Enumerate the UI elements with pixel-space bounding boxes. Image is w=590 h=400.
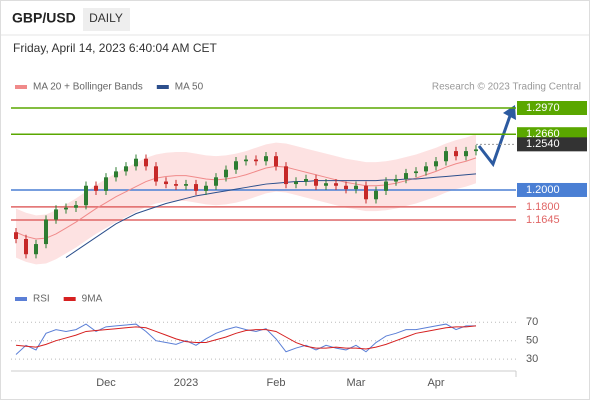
candle-body	[264, 156, 268, 162]
candle-body	[14, 232, 18, 239]
x-tick-label: Feb	[267, 377, 286, 389]
candle-body	[44, 219, 48, 245]
legend-label: 9MA	[82, 294, 103, 305]
source: Research © 2023 Trading Central	[432, 82, 581, 93]
x-tick-label: Dec	[96, 377, 116, 389]
candle-body	[114, 171, 118, 178]
candle-body	[214, 177, 218, 186]
candle-body	[134, 158, 138, 167]
candle-body	[74, 205, 78, 208]
y-tick-label: 50	[526, 335, 538, 347]
x-tick-label: Mar	[347, 377, 366, 389]
candle-body	[24, 238, 28, 255]
level-badge	[517, 182, 587, 197]
candle-body	[454, 151, 458, 157]
legend-label: MA 50	[175, 82, 204, 93]
level-label: 1.2970	[526, 102, 560, 114]
y-tick-label: 70	[526, 316, 538, 328]
period-badge	[83, 8, 130, 31]
candle-body	[334, 183, 338, 186]
timestamp: Friday, April 14, 2023 6:40:04 AM CET	[13, 41, 218, 55]
candle-body	[104, 177, 108, 191]
candle-body	[374, 190, 378, 200]
candle-body	[304, 178, 308, 182]
period: DAILY	[89, 11, 123, 25]
candle-body	[54, 209, 58, 220]
candle-body	[194, 184, 198, 191]
candle-body	[84, 185, 88, 206]
candle-body	[204, 185, 208, 191]
candle-body	[174, 184, 178, 186]
level-badge	[517, 101, 587, 116]
candle-body	[154, 166, 158, 182]
candle-body	[144, 158, 148, 167]
x-tick-label: Apr	[427, 377, 444, 389]
candle-body	[394, 178, 398, 182]
candle-body	[474, 149, 478, 152]
projection-arrow	[477, 112, 513, 168]
level-label: 1.2000	[526, 184, 560, 196]
candle-body	[364, 185, 368, 200]
candle-body	[234, 161, 238, 170]
x-tick-label: 2023	[174, 377, 198, 389]
candle-body	[404, 173, 408, 179]
level-label: 1.1800	[526, 201, 560, 213]
candle-body	[284, 166, 288, 185]
level-label: 1.2540	[526, 138, 560, 150]
candle-body	[274, 156, 278, 167]
candle-body	[324, 183, 328, 186]
level-label: 1.1645	[526, 214, 560, 226]
symbol: GBP/USD	[12, 10, 76, 26]
candle-body	[124, 166, 128, 172]
indicator-line	[15, 323, 476, 355]
ma-line	[15, 157, 477, 240]
candle-body	[354, 185, 358, 190]
candle-body	[314, 178, 318, 186]
candle-body	[444, 151, 448, 162]
legend-label: RSI	[33, 294, 50, 305]
candle-body	[384, 181, 388, 191]
legend-label: MA 20 + Bollinger Bands	[33, 82, 143, 93]
candle-body	[34, 244, 38, 255]
candle-body	[164, 181, 168, 185]
candle-body	[184, 184, 188, 186]
bollinger-band	[16, 134, 476, 265]
level-label: 1.2660	[526, 128, 560, 140]
candle-body	[434, 161, 438, 167]
candle-body	[424, 166, 428, 172]
candle-body	[94, 185, 98, 191]
level-badge	[517, 137, 587, 152]
candle-body	[254, 159, 258, 162]
y-tick-label: 30	[526, 353, 538, 365]
candle-body	[414, 171, 418, 174]
candle-body	[64, 207, 68, 210]
indicator-line	[15, 325, 477, 350]
candle-body	[294, 181, 298, 185]
candle-body	[464, 151, 468, 157]
candle-body	[224, 169, 228, 178]
candle-body	[344, 185, 348, 190]
candle-body	[244, 159, 248, 162]
